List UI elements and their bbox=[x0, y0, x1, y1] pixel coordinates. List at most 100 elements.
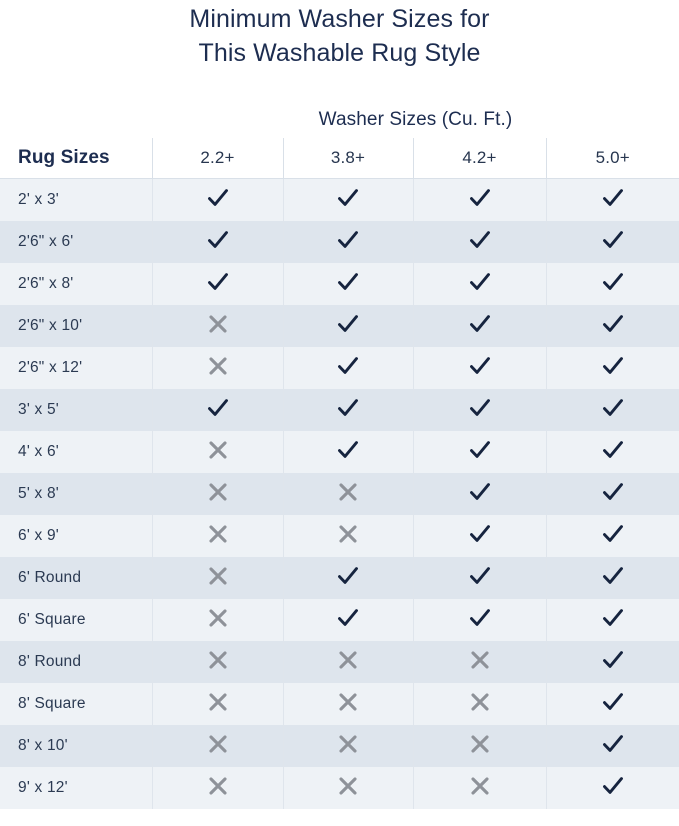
check-icon bbox=[205, 395, 231, 421]
cross-icon bbox=[206, 690, 230, 714]
table-row: 8' Square bbox=[0, 683, 679, 725]
cross-icon bbox=[206, 354, 230, 378]
check-icon bbox=[600, 521, 626, 547]
table-row: 4' x 6' bbox=[0, 431, 679, 473]
washer-sizes-group-label: Washer Sizes (Cu. Ft.) bbox=[318, 109, 513, 130]
compatibility-cell bbox=[545, 221, 679, 263]
check-icon bbox=[467, 479, 493, 505]
cross-icon bbox=[336, 690, 360, 714]
check-icon bbox=[205, 269, 231, 295]
compatibility-cell bbox=[412, 599, 546, 641]
cross-icon bbox=[206, 522, 230, 546]
compatibility-cell bbox=[282, 389, 413, 431]
compatibility-cell bbox=[412, 178, 546, 221]
cross-icon bbox=[206, 648, 230, 672]
compatibility-cell bbox=[151, 641, 283, 683]
compatibility-cell bbox=[412, 431, 546, 473]
compatibility-cell bbox=[282, 221, 413, 263]
compatibility-cell bbox=[282, 515, 413, 557]
compatibility-cell bbox=[282, 599, 413, 641]
check-icon bbox=[600, 563, 626, 589]
check-icon bbox=[467, 437, 493, 463]
compatibility-cell bbox=[545, 305, 679, 347]
table-row: 2'6" x 8' bbox=[0, 263, 679, 305]
check-icon bbox=[335, 605, 361, 631]
compatibility-cell bbox=[412, 473, 546, 515]
rug-size-label: 3' x 5' bbox=[0, 389, 152, 431]
compatibility-cell bbox=[545, 515, 679, 557]
washer-sizes-group-header: Washer Sizes (Cu. Ft.) bbox=[0, 108, 679, 138]
rug-size-label: 6' Round bbox=[0, 557, 152, 599]
check-icon bbox=[600, 689, 626, 715]
check-icon bbox=[335, 311, 361, 337]
table-row: 2'6" x 12' bbox=[0, 347, 679, 389]
compatibility-cell bbox=[151, 515, 283, 557]
rug-size-label: 8' x 10' bbox=[0, 725, 152, 767]
check-icon bbox=[600, 437, 626, 463]
compatibility-cell bbox=[545, 431, 679, 473]
compatibility-cell bbox=[151, 725, 283, 767]
check-icon bbox=[600, 773, 626, 799]
check-icon bbox=[335, 227, 361, 253]
compatibility-cell bbox=[282, 473, 413, 515]
cross-icon bbox=[336, 480, 360, 504]
compatibility-cell bbox=[151, 431, 283, 473]
check-icon bbox=[205, 185, 231, 211]
column-header-washer-3-8: 3.8+ bbox=[282, 138, 413, 179]
check-icon bbox=[205, 227, 231, 253]
check-icon bbox=[600, 479, 626, 505]
column-header-washer-2-2: 2.2+ bbox=[151, 138, 283, 179]
table-row: 9' x 12' bbox=[0, 767, 679, 809]
compatibility-cell bbox=[412, 221, 546, 263]
table-row: 6' x 9' bbox=[0, 515, 679, 557]
cross-icon bbox=[468, 774, 492, 798]
compatibility-cell bbox=[545, 178, 679, 221]
compatibility-cell bbox=[151, 683, 283, 725]
table-body: 2' x 3' 2'6" x 6' 2'6" x 8' 2'6" x 10' 2'6" … bbox=[0, 178, 679, 809]
check-icon bbox=[600, 647, 626, 673]
rug-size-label: 6' x 9' bbox=[0, 515, 152, 557]
compatibility-cell bbox=[282, 557, 413, 599]
compatibility-cell bbox=[545, 557, 679, 599]
compatibility-cell bbox=[151, 221, 283, 263]
compatibility-cell bbox=[282, 641, 413, 683]
check-icon bbox=[335, 395, 361, 421]
check-icon bbox=[600, 185, 626, 211]
check-icon bbox=[467, 563, 493, 589]
compatibility-cell bbox=[545, 389, 679, 431]
check-icon bbox=[600, 227, 626, 253]
page-title-line-2: This Washable Rug Style bbox=[198, 39, 481, 67]
cross-icon bbox=[206, 312, 230, 336]
compatibility-cell bbox=[545, 641, 679, 683]
compatibility-cell bbox=[545, 599, 679, 641]
cross-icon bbox=[336, 774, 360, 798]
rug-size-label: 2'6" x 8' bbox=[0, 263, 152, 305]
cross-icon bbox=[206, 480, 230, 504]
table-row: 5' x 8' bbox=[0, 473, 679, 515]
washer-size-table: Rug Sizes 2.2+ 3.8+ 4.2+ 5.0+ 2' x 3' 2'6… bbox=[0, 138, 679, 809]
cross-icon bbox=[468, 690, 492, 714]
cross-icon bbox=[336, 522, 360, 546]
compatibility-cell bbox=[412, 305, 546, 347]
check-icon bbox=[335, 269, 361, 295]
table-row: 3' x 5' bbox=[0, 389, 679, 431]
compatibility-cell bbox=[282, 725, 413, 767]
compatibility-cell bbox=[412, 557, 546, 599]
rug-size-label: 6' Square bbox=[0, 599, 152, 641]
check-icon bbox=[467, 311, 493, 337]
compatibility-cell bbox=[412, 725, 546, 767]
table-row: 2'6" x 10' bbox=[0, 305, 679, 347]
compatibility-cell bbox=[151, 599, 283, 641]
compatibility-cell bbox=[545, 683, 679, 725]
compatibility-cell bbox=[282, 305, 413, 347]
cross-icon bbox=[206, 774, 230, 798]
check-icon bbox=[335, 353, 361, 379]
compatibility-cell bbox=[151, 557, 283, 599]
check-icon bbox=[467, 395, 493, 421]
compatibility-cell bbox=[545, 347, 679, 389]
rug-size-label: 8' Round bbox=[0, 641, 152, 683]
check-icon bbox=[600, 395, 626, 421]
compatibility-cell bbox=[151, 263, 283, 305]
cross-icon bbox=[336, 648, 360, 672]
